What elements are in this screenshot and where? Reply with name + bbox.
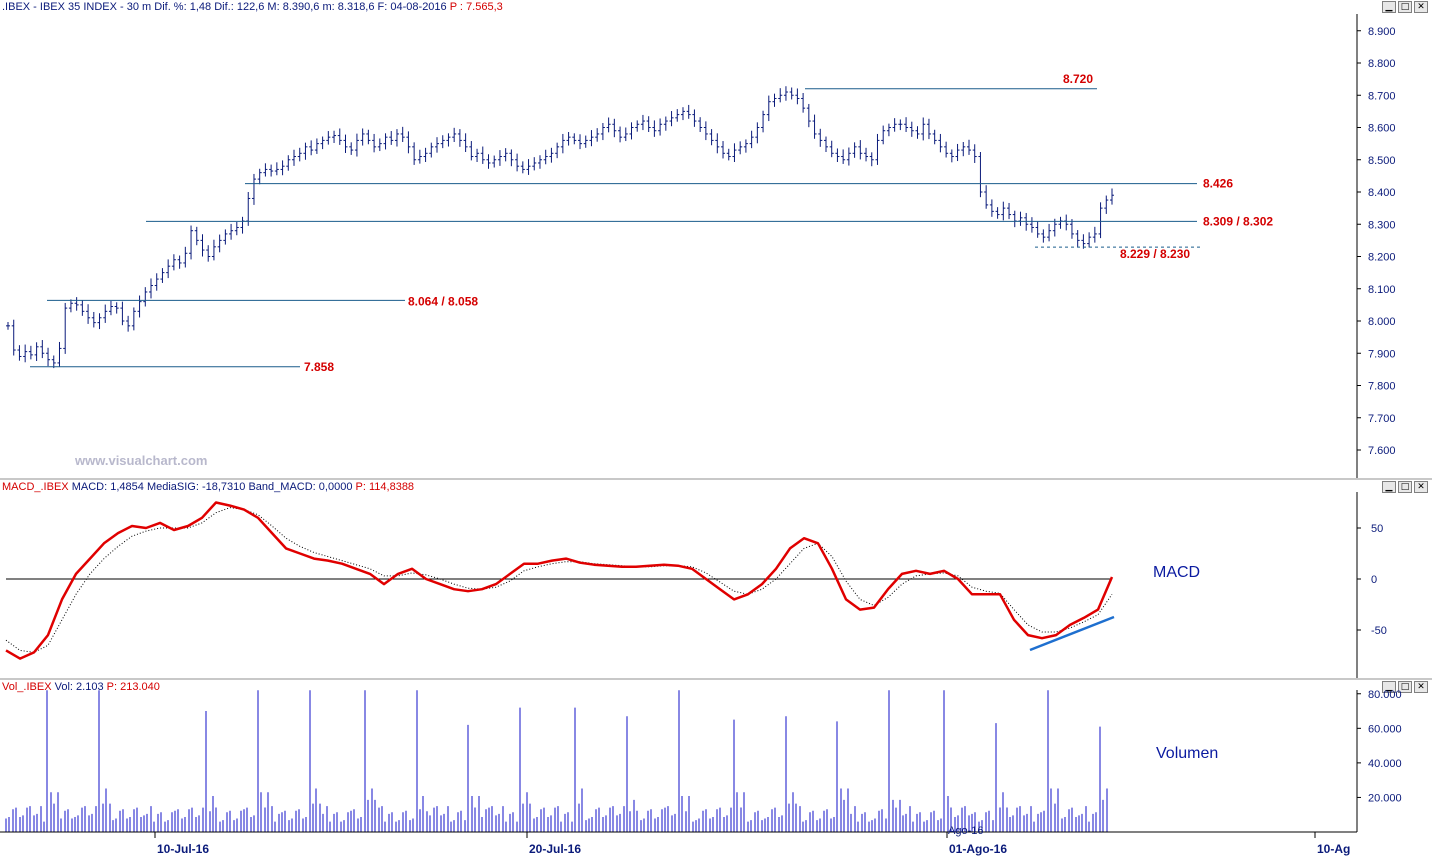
- x-tick-label: 20-Jul-16: [529, 842, 581, 856]
- level-label: 8.309 / 8.302: [1203, 214, 1273, 228]
- macd-header: MACD_.IBEX MACD: 1,4854 MediaSIG: -18,73…: [2, 481, 415, 493]
- minimize-button[interactable]: ▁: [1382, 481, 1396, 493]
- volume-title: Volumen: [1156, 745, 1219, 762]
- price-y-tick-label: 8.400: [1368, 187, 1396, 199]
- price-header: .IBEX - IBEX 35 INDEX - 30 m Dif. %: 1,4…: [2, 1, 503, 13]
- price-y-tick-label: 8.700: [1368, 90, 1396, 102]
- price-y-tick-label: 8.800: [1368, 58, 1396, 70]
- price-y-tick-label: 8.200: [1368, 252, 1396, 264]
- x-tick-label: 10-Jul-16: [157, 842, 209, 856]
- volume-panel[interactable]: Vol_.IBEX Vol: 2.103 P: 213.040 ▁ □ ✕ 20…: [0, 680, 1432, 857]
- maximize-button[interactable]: □: [1398, 1, 1412, 13]
- separator: [0, 478, 1432, 480]
- volume-window-controls: ▁ □ ✕: [1382, 681, 1428, 693]
- minimize-button[interactable]: ▁: [1382, 1, 1396, 13]
- close-button[interactable]: ✕: [1414, 1, 1428, 13]
- price-y-tick-label: 8.500: [1368, 155, 1396, 167]
- volume-y-tick-label: 40.000: [1368, 758, 1402, 770]
- trend-line: [1029, 615, 1115, 652]
- macd-y-tick-label: 50: [1371, 523, 1383, 535]
- price-y-tick-label: 7.800: [1368, 381, 1396, 393]
- macd-panel[interactable]: MACD_.IBEX MACD: 1,4854 MediaSIG: -18,73…: [0, 480, 1432, 678]
- level-label: 8.720: [1063, 72, 1093, 86]
- level-label: 7.858: [304, 360, 334, 374]
- macd-line: [5, 501, 1114, 660]
- watermark: www.visualchart.com: [75, 453, 208, 468]
- price-y-tick-label: 7.900: [1368, 348, 1396, 360]
- price-y-tick-label: 7.700: [1368, 413, 1396, 425]
- price-y-tick-label: 8.000: [1368, 316, 1396, 328]
- macd-title: MACD: [1153, 564, 1201, 581]
- macd-chart: 50 0 -50: [5, 492, 1387, 678]
- volume-header: Vol_.IBEX Vol: 2.103 P: 213.040: [2, 681, 160, 693]
- signal-line: [5, 507, 1113, 653]
- close-button[interactable]: ✕: [1414, 681, 1428, 693]
- volume-y-tick-label: 80.000: [1368, 689, 1402, 701]
- maximize-button[interactable]: □: [1398, 681, 1412, 693]
- x-axis-extra-label: Ago-16: [948, 825, 983, 837]
- volume-y-tick-label: 60.000: [1368, 723, 1402, 735]
- close-button[interactable]: ✕: [1414, 481, 1428, 493]
- level-label: 8.229 / 8.230: [1120, 247, 1190, 261]
- price-panel[interactable]: .IBEX - IBEX 35 INDEX - 30 m Dif. %: 1,4…: [0, 0, 1432, 478]
- volume-chart: 20.000 40.000 60.000 80.000 10-Jul-16 20-Jul-…: [0, 689, 1402, 856]
- macd-window-controls: ▁ □ ✕: [1382, 481, 1428, 493]
- level-label: 8.426: [1203, 177, 1233, 191]
- price-y-tick-label: 8.900: [1368, 26, 1396, 38]
- macd-y-tick-label: -50: [1371, 625, 1387, 637]
- macd-y-tick-label: 0: [1371, 574, 1377, 586]
- price-y-tick-label: 8.300: [1368, 219, 1396, 231]
- price-y-tick-label: 8.100: [1368, 284, 1396, 296]
- price-chart: 7.600 7.700 7.800 7.900 8.000 8.100 8.200 8.300…: [6, 14, 1396, 478]
- separator: [0, 678, 1432, 680]
- maximize-button[interactable]: □: [1398, 481, 1412, 493]
- x-tick-label: 01-Ago-16: [949, 842, 1007, 856]
- volume-y-tick-label: 20.000: [1368, 792, 1402, 804]
- price-y-tick-label: 8.600: [1368, 123, 1396, 135]
- level-label: 8.064 / 8.058: [408, 294, 478, 308]
- x-tick-label: 10-Ag: [1317, 842, 1350, 856]
- price-window-controls: ▁ □ ✕: [1382, 1, 1428, 13]
- price-y-tick-label: 7.600: [1368, 445, 1396, 457]
- minimize-button[interactable]: ▁: [1382, 681, 1396, 693]
